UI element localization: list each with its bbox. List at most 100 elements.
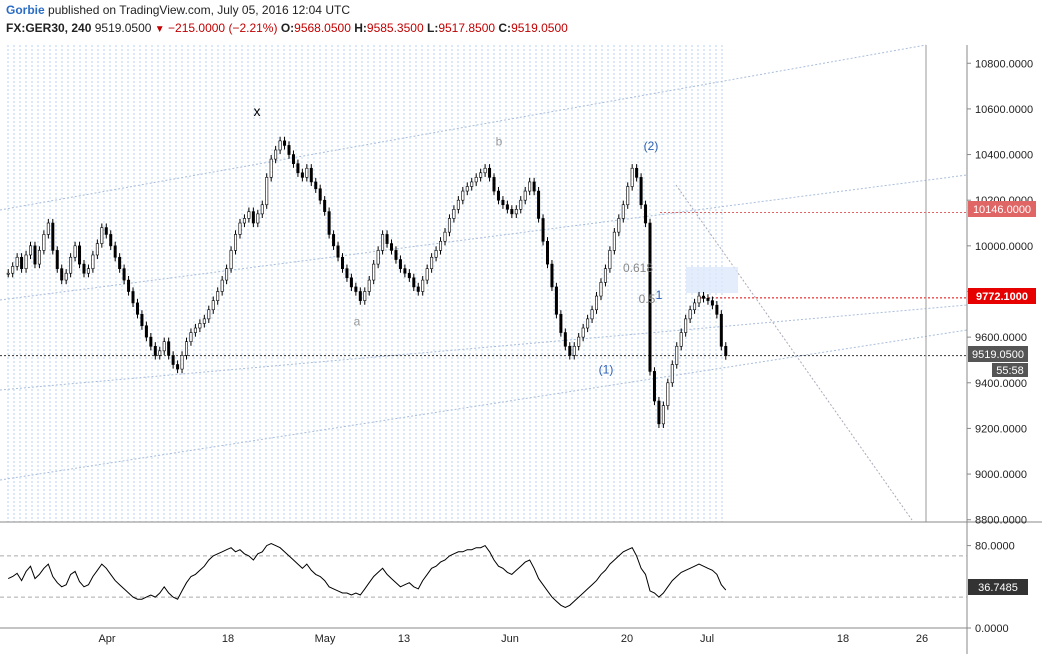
fib-labels: 0.618 0.5 1 — [623, 261, 663, 306]
candle-body — [568, 345, 572, 356]
candle-body — [559, 314, 563, 333]
candle-body — [447, 218, 451, 233]
candle-body — [64, 272, 68, 281]
candle-body — [185, 341, 189, 356]
candle-body — [425, 268, 429, 281]
author-link[interactable]: Gorbie — [6, 3, 45, 17]
candle-body — [376, 250, 380, 265]
open-value: 9568.0500 — [294, 21, 351, 35]
candle-body — [456, 199, 460, 210]
fib-label: 1 — [656, 288, 663, 302]
time-tick-label[interactable]: May — [315, 633, 336, 645]
high-value: 9585.3500 — [366, 21, 424, 35]
rsi-axis: 80.0000 0.0000 — [967, 541, 1015, 635]
wave-label: (1) — [599, 363, 614, 377]
down-triangle-icon: ▼ — [154, 24, 165, 35]
candle-body — [394, 250, 398, 260]
time-axis[interactable]: Apr 18 May 13 Jun 20 Jul 18 26 — [98, 633, 928, 645]
candle-body — [479, 172, 483, 178]
candle-body — [505, 204, 509, 210]
candle-body — [563, 332, 567, 347]
low-label: L: — [426, 21, 439, 35]
close-label: C: — [498, 21, 512, 35]
price-tick-label: 8800.0000 — [975, 515, 1027, 527]
trend-channel[interactable] — [0, 44, 968, 481]
time-tick-label[interactable]: 18 — [222, 633, 234, 645]
candle-body — [207, 309, 211, 320]
price-tick-label: 10600.0000 — [975, 104, 1033, 116]
candle-body — [496, 190, 500, 201]
candle-body — [149, 336, 153, 347]
candle-body — [621, 204, 625, 219]
wave-label: b — [496, 134, 503, 148]
candle-body — [581, 327, 585, 338]
candle-body — [327, 211, 331, 235]
candle-body — [474, 177, 478, 183]
candle-body — [403, 268, 407, 274]
wave-labels: x a b (2) (1) — [254, 103, 659, 377]
candle-body — [42, 234, 46, 251]
time-tick-label[interactable]: 13 — [398, 633, 410, 645]
candle-body — [55, 250, 59, 269]
candle-body — [140, 314, 144, 327]
candle-body — [603, 268, 607, 283]
close-value: 9519.0500 — [511, 21, 568, 35]
candle-body — [630, 167, 634, 187]
candle-body — [269, 158, 273, 178]
candle-body — [443, 231, 447, 242]
wave-label: (2) — [644, 139, 659, 153]
channel-line[interactable] — [0, 174, 968, 301]
candle-body — [260, 204, 264, 215]
candle-body — [278, 140, 282, 151]
candle-body — [122, 268, 126, 281]
channel-line[interactable] — [0, 44, 927, 211]
channel-line[interactable] — [0, 329, 968, 481]
candle-body — [135, 302, 139, 315]
time-tick-label[interactable]: 20 — [621, 633, 633, 645]
candle-body — [95, 243, 99, 256]
candle-body — [367, 279, 371, 292]
wave-label: x — [254, 103, 261, 119]
candle-body — [86, 268, 90, 274]
candle-body — [595, 295, 599, 311]
candle-body — [528, 181, 532, 192]
candle-body — [644, 204, 648, 224]
candle-body — [305, 167, 309, 178]
rsi-last-value: 36.7485 — [978, 582, 1018, 594]
candle-body — [234, 234, 238, 251]
candle-body — [523, 190, 527, 201]
candle-body — [11, 266, 15, 274]
candle-body — [171, 355, 175, 365]
time-tick-label[interactable]: 18 — [837, 633, 849, 645]
candle-body — [421, 279, 425, 292]
candle-body — [488, 167, 492, 178]
candle-body — [176, 364, 180, 370]
candle-body — [193, 327, 197, 333]
candle-body — [37, 250, 41, 265]
candle-body — [572, 345, 576, 356]
candle-body — [452, 209, 456, 219]
publish-line: Gorbie published on TradingView.com, Jul… — [6, 3, 350, 17]
fib-zone[interactable] — [686, 267, 738, 293]
level-badge: 9772.1000 — [968, 288, 1036, 304]
channel-line[interactable] — [0, 304, 968, 391]
candle-body — [153, 345, 157, 356]
time-tick-label[interactable]: Jul — [700, 633, 714, 645]
time-tick-label[interactable]: Apr — [98, 633, 115, 645]
diagonal-trendline[interactable] — [675, 184, 913, 521]
time-tick-label[interactable]: 26 — [916, 633, 928, 645]
price-tick-label: 9600.0000 — [975, 332, 1027, 344]
candle-body — [670, 364, 674, 384]
symbol-label[interactable]: FX:GER30, 240 — [6, 21, 92, 35]
candle-body — [82, 263, 86, 274]
resistance-badge: 10146.0000 — [968, 201, 1036, 217]
candle-body — [29, 245, 33, 256]
candle-body — [6, 272, 10, 275]
published-text: published on TradingView.com, July 05, 2… — [48, 3, 350, 17]
candle-body — [220, 279, 224, 292]
candle-body — [211, 300, 215, 311]
rsi-value-badge: 36.7485 — [968, 579, 1028, 595]
time-tick-label[interactable]: Jun — [501, 633, 519, 645]
candle-body — [483, 167, 487, 174]
